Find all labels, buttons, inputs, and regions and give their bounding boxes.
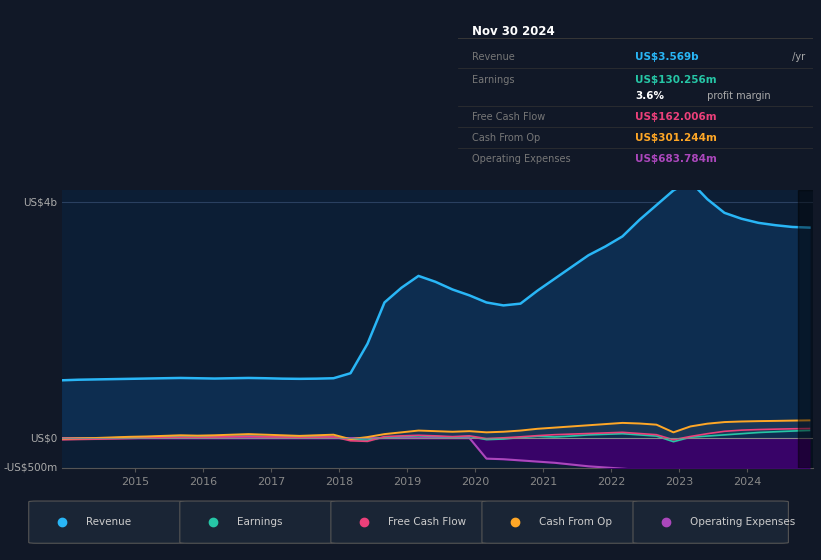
FancyBboxPatch shape	[633, 501, 788, 543]
Text: -US$500m: -US$500m	[3, 463, 57, 473]
FancyBboxPatch shape	[180, 501, 335, 543]
Text: Revenue: Revenue	[86, 517, 131, 527]
Text: Revenue: Revenue	[472, 52, 515, 62]
Text: 3.6%: 3.6%	[635, 91, 664, 101]
Bar	[798, 190, 816, 468]
Text: US$683.784m: US$683.784m	[635, 155, 718, 165]
Text: US$4b: US$4b	[24, 197, 57, 207]
Text: Free Cash Flow: Free Cash Flow	[472, 112, 546, 122]
Text: /yr: /yr	[789, 52, 805, 62]
Text: Earnings: Earnings	[472, 75, 515, 85]
Text: US$0: US$0	[30, 433, 57, 443]
FancyBboxPatch shape	[29, 501, 184, 543]
FancyBboxPatch shape	[331, 501, 486, 543]
Text: Operating Expenses: Operating Expenses	[690, 517, 796, 527]
Text: Nov 30 2024: Nov 30 2024	[472, 25, 555, 38]
Text: Operating Expenses: Operating Expenses	[472, 155, 571, 165]
Text: US$301.244m: US$301.244m	[635, 133, 718, 143]
Text: Cash From Op: Cash From Op	[539, 517, 612, 527]
Text: Earnings: Earnings	[237, 517, 282, 527]
Text: Cash From Op: Cash From Op	[472, 133, 540, 143]
Text: US$3.569b: US$3.569b	[635, 52, 699, 62]
FancyBboxPatch shape	[482, 501, 637, 543]
Text: Free Cash Flow: Free Cash Flow	[388, 517, 466, 527]
Text: US$130.256m: US$130.256m	[635, 75, 717, 85]
Text: US$162.006m: US$162.006m	[635, 112, 717, 122]
Text: profit margin: profit margin	[704, 91, 770, 101]
